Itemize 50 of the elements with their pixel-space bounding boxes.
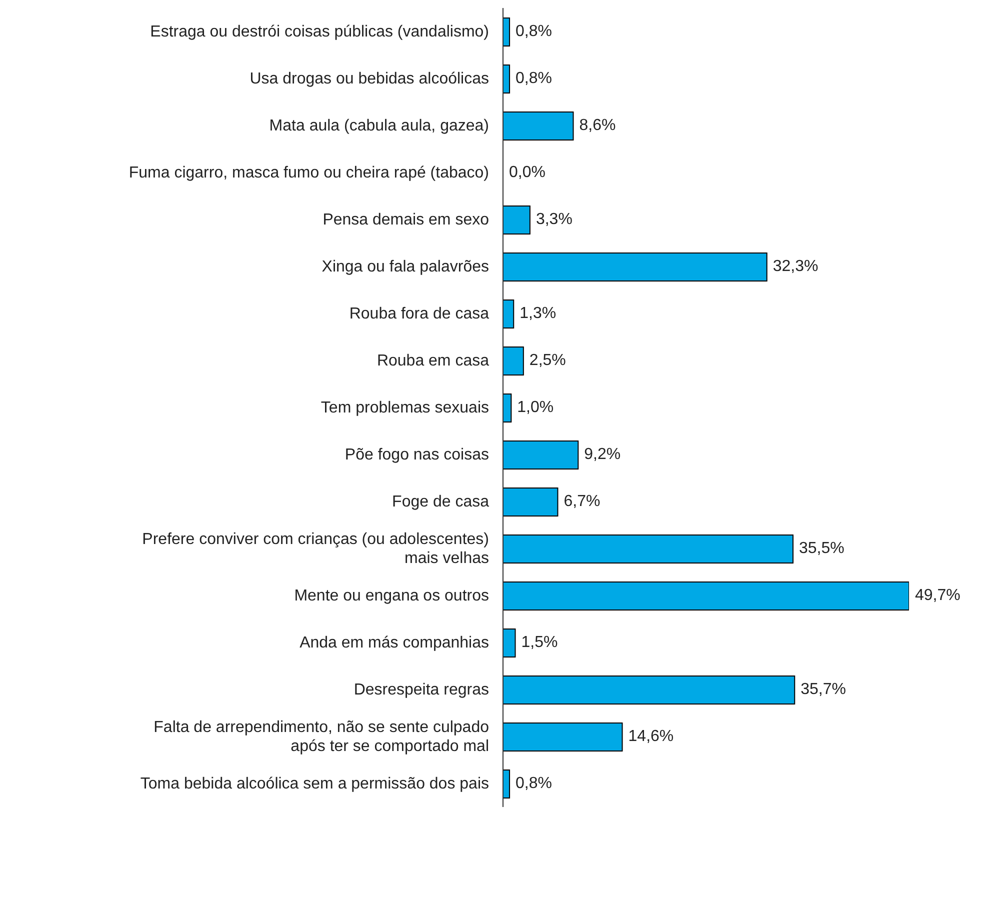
y-tick-label: Fuma cigarro, masca fumo ou cheira rapé (tabaco) xyxy=(128,164,489,181)
data-label: 49,7% xyxy=(915,587,960,604)
bar xyxy=(503,440,579,470)
bar xyxy=(503,112,574,140)
data-label: 0,0% xyxy=(509,164,546,181)
y-tick-label: Rouba em casa xyxy=(376,352,490,369)
data-label: 1,3% xyxy=(520,305,556,322)
bar xyxy=(503,770,510,798)
bar xyxy=(503,300,514,328)
bar xyxy=(503,722,623,752)
data-label: 14,6% xyxy=(628,728,674,745)
bar xyxy=(503,676,796,704)
bar xyxy=(503,346,524,376)
bar xyxy=(503,394,512,422)
y-tick-label: Toma bebida alcoólica sem a permissão dos pais xyxy=(140,775,489,792)
bar xyxy=(503,488,558,516)
y-tick-label: Estraga ou destrói coisas públicas (vandalismo) xyxy=(150,23,489,40)
bar xyxy=(503,18,510,46)
bar xyxy=(503,252,768,282)
y-tick-label: Foge de casa xyxy=(392,493,490,510)
y-tick-label: Xinga ou fala palavrões xyxy=(322,258,489,275)
data-label: 1,5% xyxy=(521,634,558,651)
data-label: 9,2% xyxy=(584,446,621,463)
y-tick-label: Põe fogo nas coisas xyxy=(344,446,489,463)
y-tick-label: Anda em más companhias xyxy=(300,634,489,651)
y-tick-label: Tem problemas sexuais xyxy=(320,399,489,416)
data-label: 8,6% xyxy=(579,117,616,134)
bar xyxy=(503,628,516,658)
y-tick-label: Desrespeita regras xyxy=(354,681,489,698)
y-tick-label: Mata aula (cabula aula, gazea) xyxy=(269,117,489,134)
bar xyxy=(503,206,530,234)
y-tick-label: Mente ou engana os outros xyxy=(294,587,489,604)
y-tick-label: Pensa demais em sexo xyxy=(322,211,490,228)
y-tick-label: Usa drogas ou bebidas alcoólicas xyxy=(250,70,489,87)
bar xyxy=(503,64,510,94)
data-label: 3,3% xyxy=(536,211,572,228)
data-label: 35,5% xyxy=(799,540,844,557)
data-label: 1,0% xyxy=(517,399,554,416)
data-label: 35,7% xyxy=(800,681,846,698)
bar xyxy=(503,582,909,610)
data-label: 0,8% xyxy=(516,23,552,40)
data-label: 6,7% xyxy=(564,493,600,510)
data-label: 32,3% xyxy=(772,258,818,275)
y-tick-label: Rouba fora de casa xyxy=(349,305,490,322)
bar xyxy=(503,534,794,564)
y-tick-label: Prefere conviver com crianças (ou adolescentes) mais velhas xyxy=(142,530,489,566)
data-label: 0,8% xyxy=(516,70,552,87)
data-label: 2,5% xyxy=(529,352,566,369)
y-tick-label: Falta de arrependimento, não se sente culpado após ter se comportado mal xyxy=(154,718,490,754)
data-label: 0,8% xyxy=(516,775,552,792)
